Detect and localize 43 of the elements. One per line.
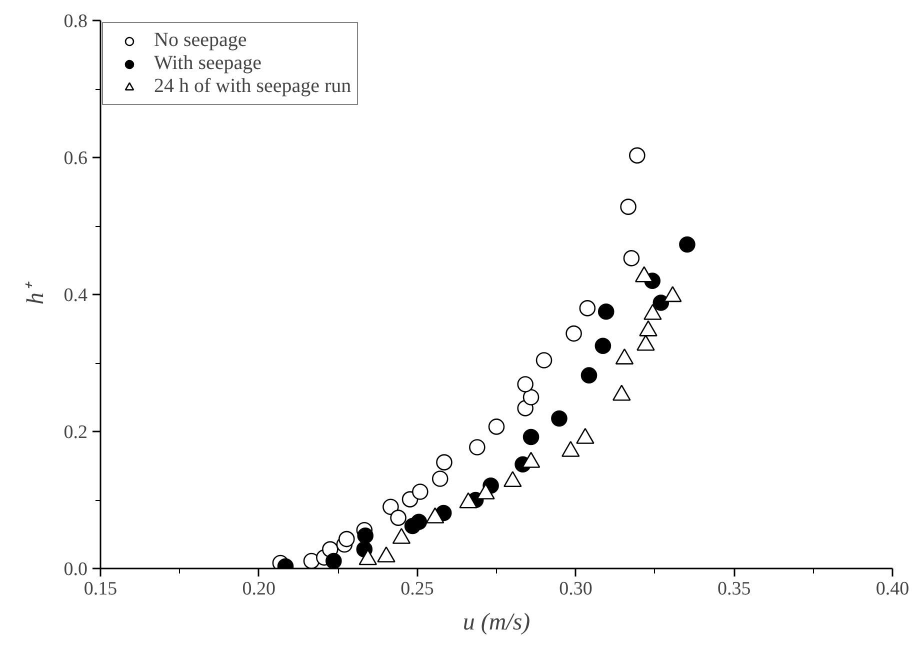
point bbox=[357, 527, 374, 544]
point bbox=[432, 470, 448, 487]
point bbox=[412, 484, 428, 500]
y-tick-label: 0.2 bbox=[64, 422, 88, 443]
point bbox=[522, 428, 540, 446]
point bbox=[436, 454, 452, 470]
point bbox=[652, 294, 670, 311]
x-tick-label: 0.20 bbox=[242, 578, 276, 600]
x-tick-label: 0.25 bbox=[400, 578, 434, 600]
y-tick-label: 0.8 bbox=[64, 11, 88, 32]
point bbox=[410, 514, 428, 530]
legend-label: No seepage bbox=[154, 29, 247, 52]
x-axis-title: u (m/s) bbox=[462, 610, 530, 636]
point bbox=[469, 439, 486, 456]
point bbox=[382, 498, 399, 515]
point bbox=[488, 418, 505, 435]
y-tick-label: 0.4 bbox=[64, 285, 88, 306]
y-axis-title: h⁺ bbox=[22, 282, 49, 304]
point bbox=[620, 198, 636, 215]
point bbox=[390, 510, 406, 526]
point bbox=[679, 236, 696, 253]
point bbox=[303, 552, 320, 568]
point bbox=[629, 147, 646, 164]
point bbox=[594, 338, 612, 354]
point bbox=[551, 410, 568, 427]
point bbox=[517, 376, 534, 392]
point bbox=[326, 552, 342, 568]
x-tick-label: 0.40 bbox=[876, 578, 910, 600]
point bbox=[338, 530, 355, 548]
legend-label: With seepage bbox=[154, 52, 262, 75]
legend-label: 24 h of with seepage run bbox=[154, 75, 352, 98]
point bbox=[522, 389, 540, 406]
x-tick-label: 0.30 bbox=[559, 578, 592, 600]
y-tick-label: 0.0 bbox=[64, 559, 88, 580]
point bbox=[536, 352, 552, 368]
point bbox=[566, 325, 582, 342]
point bbox=[580, 367, 598, 384]
point bbox=[579, 300, 596, 316]
point bbox=[598, 303, 614, 320]
y-tick-label: 0.6 bbox=[64, 148, 88, 169]
x-tick-label: 0.35 bbox=[717, 578, 751, 600]
point bbox=[623, 250, 640, 266]
x-tick-label: 0.15 bbox=[84, 578, 118, 600]
